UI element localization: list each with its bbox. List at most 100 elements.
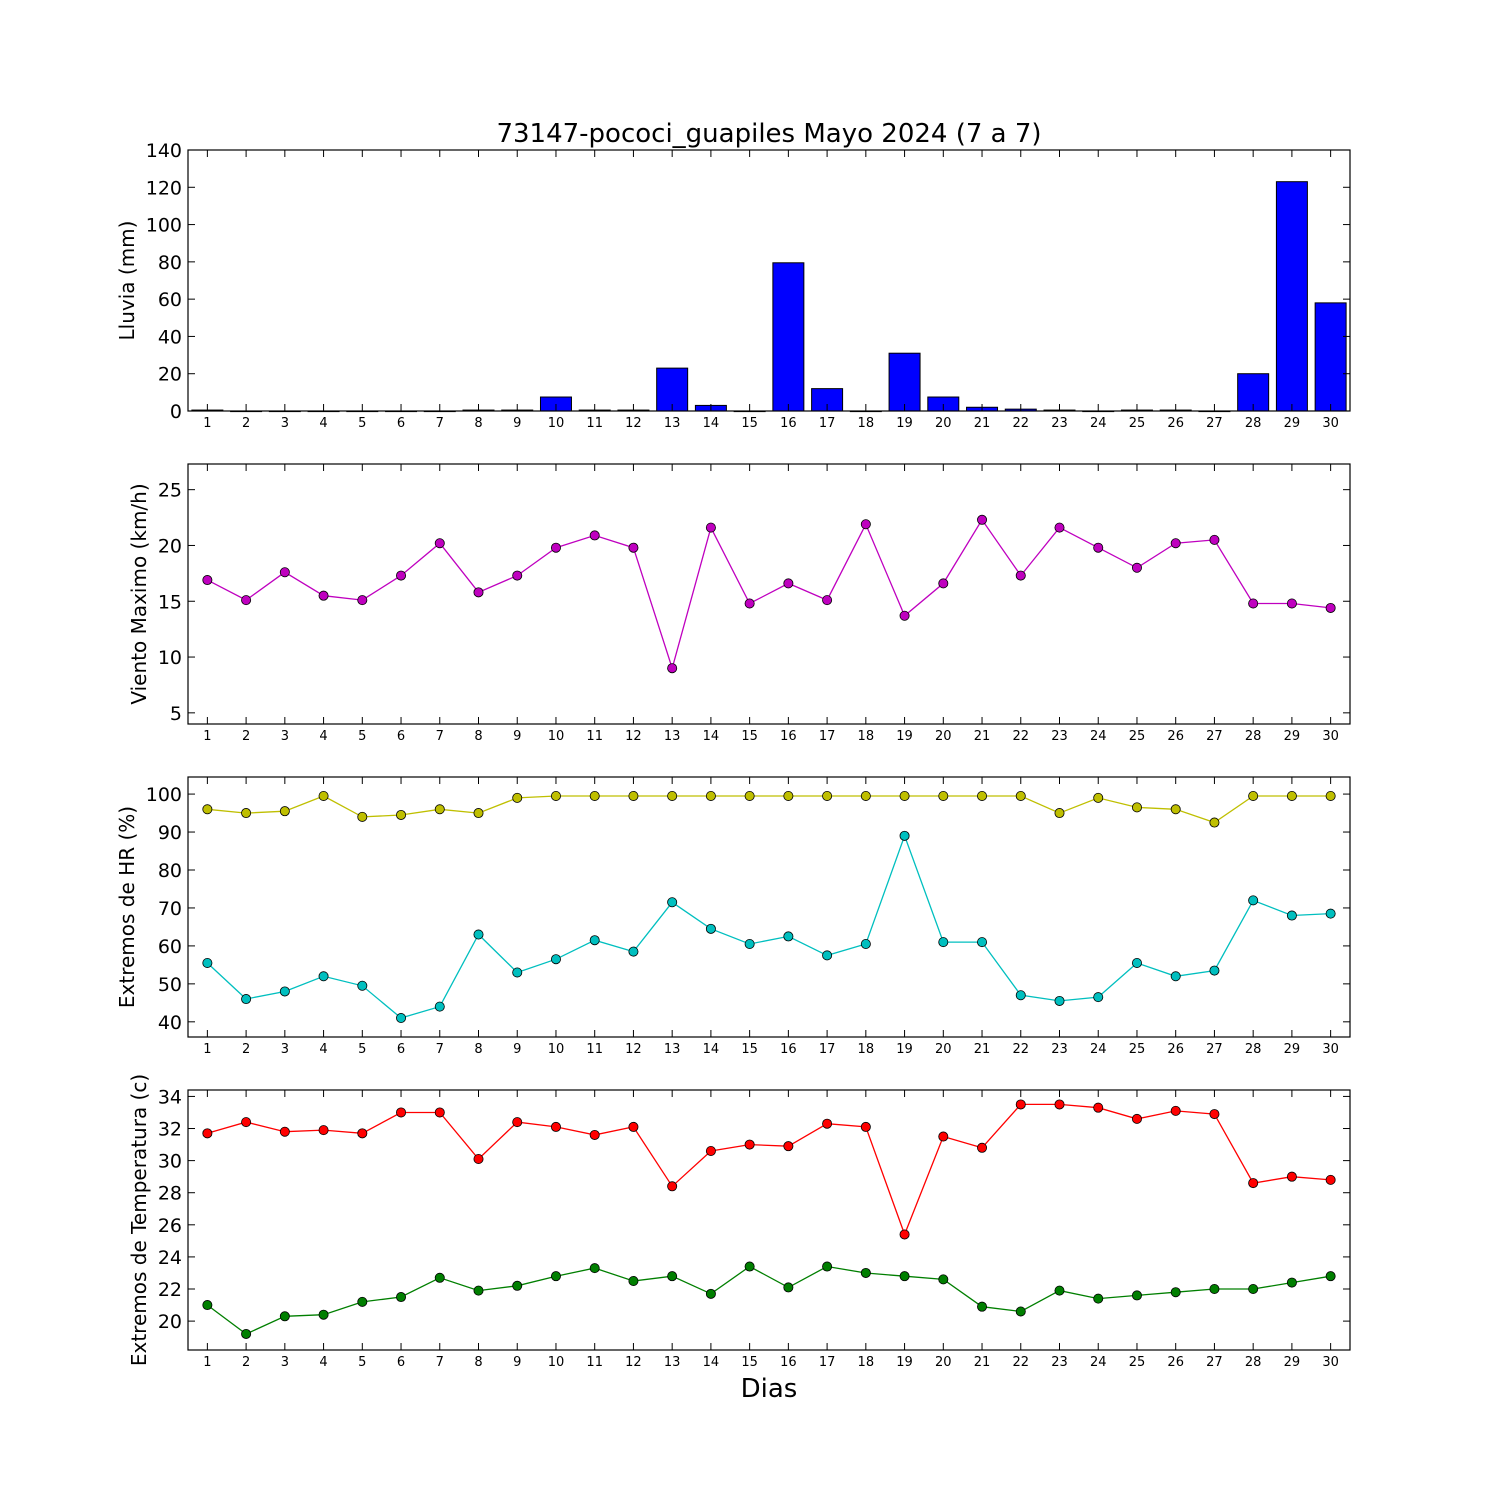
temperature-series-1-point-19 <box>899 1271 910 1282</box>
temperature-xtick-label: 11 <box>586 1355 603 1370</box>
rain-xtick-label: 4 <box>319 416 327 431</box>
rain-xtick-label: 20 <box>935 416 952 431</box>
temperature-series-1-point-16 <box>783 1282 794 1293</box>
wind-series-0-point-13 <box>667 663 678 674</box>
temperature-xtick-label: 20 <box>935 1355 952 1370</box>
temperature-series-0-point-14 <box>705 1145 716 1156</box>
temperature-series-0-point-30 <box>1325 1174 1336 1185</box>
temperature-series-0-point-24 <box>1093 1102 1104 1113</box>
humidity-series-1-point-26 <box>1170 971 1181 982</box>
wind-series-0-point-23 <box>1054 522 1065 533</box>
wind-series-0-point-12 <box>628 542 639 553</box>
temperature-series-1-point-10 <box>550 1271 561 1282</box>
humidity-series-1-point-30 <box>1325 908 1336 919</box>
humidity-xtick-label: 13 <box>664 1042 681 1057</box>
temperature-series-1-point-29 <box>1286 1277 1297 1288</box>
humidity-series-0-point-15 <box>744 790 755 801</box>
humidity-series-1-point-29 <box>1286 910 1297 921</box>
rain-xtick-label: 13 <box>664 416 681 431</box>
chart-title: 73147-pococi_guapiles Mayo 2024 (7 a 7) <box>496 119 1041 149</box>
humidity-xtick-label: 14 <box>703 1042 720 1057</box>
wind-series-0-point-21 <box>977 514 988 525</box>
temperature-ytick-label: 28 <box>158 1183 182 1205</box>
humidity-series-1-point-19 <box>899 830 910 841</box>
temperature-series-1-point-15 <box>744 1261 755 1272</box>
humidity-series-0-point-18 <box>860 790 871 801</box>
wind-series-0-point-16 <box>783 578 794 589</box>
wind-xtick-label: 7 <box>436 729 444 744</box>
rain-ytick-label: 80 <box>158 252 182 274</box>
humidity-series-0-point-9 <box>512 792 523 803</box>
rain-xtick-label: 8 <box>474 416 482 431</box>
humidity-xtick-label: 25 <box>1129 1042 1146 1057</box>
wind-series-0-point-5 <box>357 595 368 606</box>
humidity-xtick-label: 27 <box>1206 1042 1223 1057</box>
wind-series-0-point-15 <box>744 598 755 609</box>
humidity-xtick-label: 16 <box>780 1042 797 1057</box>
rain-xtick-label: 29 <box>1284 416 1301 431</box>
humidity-series-1-point-9 <box>512 967 523 978</box>
wind-y-axis-label: Viento Maximo (km/h) <box>127 483 151 704</box>
rain-xtick-label: 19 <box>896 416 913 431</box>
humidity-xtick-label: 30 <box>1322 1042 1339 1057</box>
wind-series-0-point-25 <box>1131 562 1142 573</box>
humidity-series-1-point-25 <box>1131 957 1142 968</box>
humidity-xtick-label: 23 <box>1051 1042 1068 1057</box>
temperature-series-0-point-25 <box>1131 1113 1142 1124</box>
temperature-xtick-label: 27 <box>1206 1355 1223 1370</box>
temperature-xtick-label: 28 <box>1245 1355 1262 1370</box>
rain-xtick-label: 2 <box>242 416 250 431</box>
temperature-series-1-point-30 <box>1325 1271 1336 1282</box>
rain-xtick-label: 17 <box>819 416 836 431</box>
humidity-series-1-point-8 <box>473 929 484 940</box>
rain-frame <box>187 149 1351 412</box>
temperature-ytick-label: 24 <box>158 1247 182 1269</box>
temperature-y-axis-label: Extremos de Temperatura (c) <box>127 1074 151 1366</box>
temperature-series-1-point-14 <box>705 1288 716 1299</box>
temperature-xtick-label: 10 <box>548 1355 565 1370</box>
temperature-series-1-point-1 <box>202 1300 213 1311</box>
humidity-series-1-point-18 <box>860 939 871 950</box>
humidity-series-1-line <box>206 833 1331 1019</box>
temperature-series-1-point-13 <box>667 1271 678 1282</box>
x-axis-label: Dias <box>741 1374 798 1404</box>
temperature-xtick-label: 23 <box>1051 1355 1068 1370</box>
rain-xtick-label: 14 <box>703 416 720 431</box>
rain-xtick-label: 23 <box>1051 416 1068 431</box>
temperature-frame <box>187 1089 1351 1351</box>
humidity-series-1-point-10 <box>550 954 561 965</box>
humidity-series-1-point-23 <box>1054 995 1065 1006</box>
wind-xtick-label: 23 <box>1051 729 1068 744</box>
humidity-series-0-point-22 <box>1015 790 1026 801</box>
wind-series-0-point-27 <box>1209 534 1220 545</box>
humidity-series-1-point-28 <box>1248 895 1259 906</box>
humidity-series-1-point-12 <box>628 946 639 957</box>
wind-series-0-line <box>207 518 1331 671</box>
wind-series-0-point-30 <box>1325 602 1336 613</box>
humidity-series-0-point-28 <box>1248 790 1259 801</box>
wind-series-0-point-18 <box>860 519 871 530</box>
rain-xtick-label: 27 <box>1206 416 1223 431</box>
wind-ytick-label: 20 <box>158 535 182 557</box>
temperature-series-0-point-29 <box>1286 1171 1297 1182</box>
temperature-xtick-label: 9 <box>513 1355 521 1370</box>
humidity-xtick-label: 2 <box>242 1042 250 1057</box>
humidity-series-0-point-29 <box>1286 790 1297 801</box>
humidity-series-0-point-23 <box>1054 808 1065 819</box>
temperature-series-0-point-28 <box>1248 1178 1259 1189</box>
humidity-xtick-label: 5 <box>358 1042 366 1057</box>
wind-series-0-point-9 <box>512 570 523 581</box>
wind-xtick-label: 19 <box>896 729 913 744</box>
wind-xtick-label: 2 <box>242 729 250 744</box>
humidity-series-0-point-26 <box>1170 804 1181 815</box>
humidity-series-0-point-14 <box>705 790 716 801</box>
humidity-series-0-point-4 <box>318 790 329 801</box>
wind-xtick-label: 10 <box>548 729 565 744</box>
temperature-series-1-point-17 <box>822 1261 833 1272</box>
temperature-series-1-point-5 <box>357 1296 368 1307</box>
wind-xtick-label: 25 <box>1129 729 1146 744</box>
